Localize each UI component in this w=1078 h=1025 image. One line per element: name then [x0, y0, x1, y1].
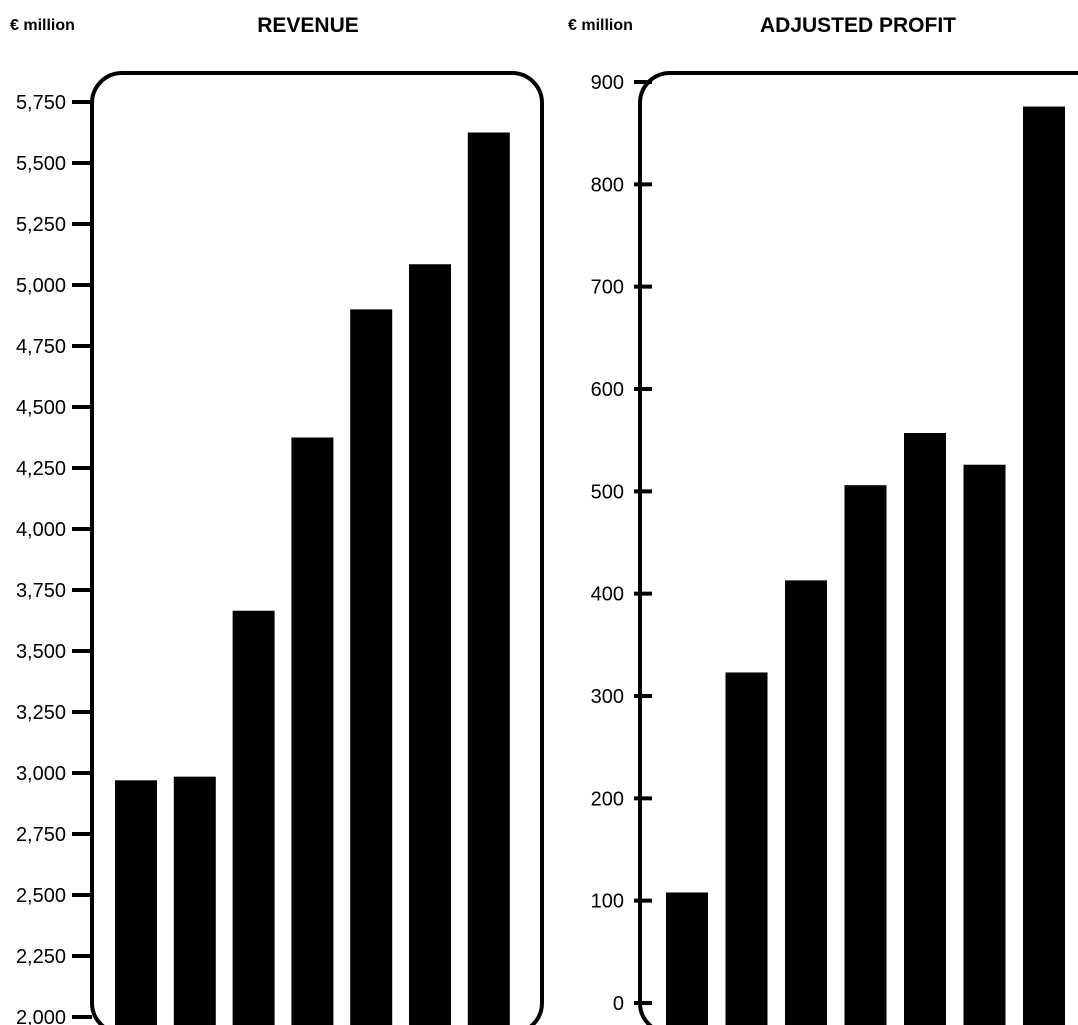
revenue-y-tick-label: 3,500	[16, 641, 66, 663]
revenue-y-tick-label: 2,000	[16, 1007, 66, 1025]
revenue-x-tick-label: '09	[123, 1003, 149, 1025]
revenue-x-tick-label: '15	[476, 1003, 502, 1025]
profit-x-tick-label: '09	[674, 1003, 700, 1025]
profit-bar	[904, 433, 946, 1025]
revenue-bar	[350, 309, 392, 1025]
revenue-y-tick-label: 5,000	[16, 275, 66, 297]
profit-bar	[726, 672, 768, 1025]
revenue-y-tick-label: 2,500	[16, 885, 66, 907]
revenue-x-tick-label: '13	[358, 1003, 384, 1025]
revenue-x-tick-label: '11	[241, 1003, 266, 1025]
profit-y-axis: 0 100 200 300 400 500 600 700 800 900	[591, 72, 652, 1015]
revenue-bar	[115, 780, 157, 1025]
revenue-bar	[409, 264, 451, 1025]
profit-y-tick-label: 600	[591, 379, 624, 401]
revenue-x-tick-label: '14	[417, 1003, 443, 1025]
profit-x-tick-label: '15	[1031, 1003, 1057, 1025]
revenue-y-tick-label: 3,750	[16, 580, 66, 602]
revenue-y-tick-label: 5,500	[16, 153, 66, 175]
adjusted-profit-chart: € million ADJUSTED PROFIT 0 100 200 300 400 5…	[568, 14, 1078, 1025]
revenue-bar	[468, 133, 510, 1025]
profit-y-tick-label: 300	[591, 686, 624, 708]
profit-y-tick-label: 500	[591, 481, 624, 503]
revenue-bar	[174, 777, 216, 1025]
profit-y-tick-label: 700	[591, 277, 624, 299]
revenue-y-tick-label: 5,250	[16, 214, 66, 236]
revenue-y-tick-label: 4,250	[16, 458, 66, 480]
revenue-y-tick-label: 2,250	[16, 946, 66, 968]
profit-x-tick-label: '13	[912, 1003, 938, 1025]
revenue-unit-label: € million	[10, 17, 75, 34]
profit-y-tick-label: 900	[591, 72, 624, 94]
profit-y-tick-label: 200	[591, 788, 624, 810]
profit-x-tick-label: '10	[733, 1003, 759, 1025]
revenue-bar	[291, 438, 333, 1025]
profit-x-tick-label: '14	[971, 1003, 997, 1025]
revenue-chart: € million REVENUE 2,000 2,250 2,500 2,750 3,…	[10, 14, 542, 1025]
revenue-y-tick-label: 2,750	[16, 824, 66, 846]
profit-y-tick-label: 800	[591, 174, 624, 196]
profit-unit-label: € million	[568, 17, 633, 34]
revenue-x-tick-label: '12	[299, 1003, 325, 1025]
profit-x-tick-label: '12	[852, 1003, 878, 1025]
profit-x-tick-label: '11	[794, 1003, 819, 1025]
profit-bar	[1023, 107, 1065, 1025]
revenue-y-axis: 2,000 2,250 2,500 2,750 3,000 3,250 3,500 3,750…	[16, 92, 92, 1025]
profit-chart-title: ADJUSTED PROFIT	[760, 14, 956, 37]
revenue-bar	[233, 611, 275, 1025]
revenue-y-tick-label: 4,750	[16, 336, 66, 358]
revenue-chart-title: REVENUE	[257, 14, 359, 37]
revenue-y-tick-label: 3,000	[16, 763, 66, 785]
revenue-bars	[115, 133, 510, 1025]
profit-bar	[785, 580, 827, 1025]
profit-y-tick-label: 100	[591, 891, 624, 913]
revenue-y-tick-label: 4,500	[16, 397, 66, 419]
profit-y-tick-label: 400	[591, 584, 624, 606]
revenue-y-tick-label: 4,000	[16, 519, 66, 541]
revenue-y-tick-label: 3,250	[16, 702, 66, 724]
revenue-x-tick-label: '10	[182, 1003, 208, 1025]
profit-y-tick-label: 0	[613, 993, 624, 1015]
revenue-y-tick-label: 5,750	[16, 92, 66, 114]
profit-bars	[666, 107, 1065, 1025]
profit-bar	[845, 485, 887, 1025]
profit-bar	[964, 465, 1006, 1025]
